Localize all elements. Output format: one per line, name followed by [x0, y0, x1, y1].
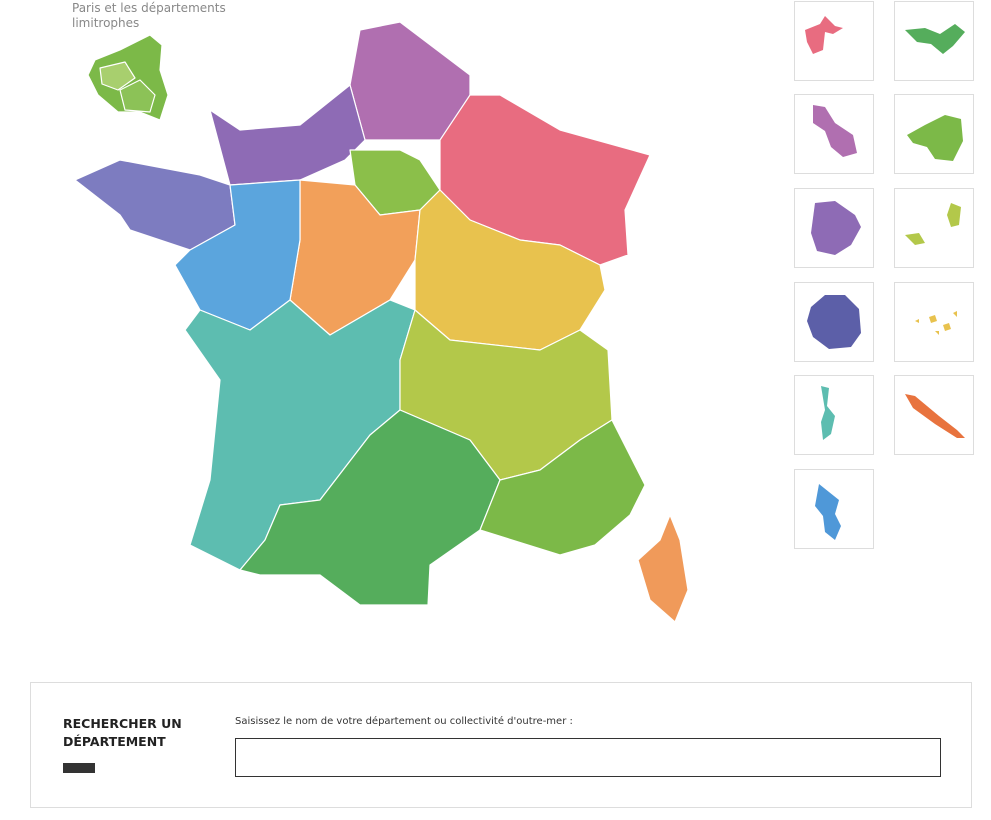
paris-inset[interactable] — [87, 34, 169, 121]
guyane-thumb[interactable] — [794, 188, 874, 268]
nouvelle-caledonie-thumb[interactable] — [894, 375, 974, 455]
territory-shape — [905, 394, 965, 438]
martinique-thumb[interactable] — [794, 94, 874, 174]
guadeloupe-thumb[interactable] — [794, 1, 874, 81]
territory-shape — [907, 115, 963, 161]
search-panel: RECHERCHER UN DÉPARTEMENT Saisissez le n… — [30, 682, 972, 808]
territory-shape — [821, 386, 835, 440]
territory-shape — [815, 484, 841, 540]
territory-shape — [811, 201, 861, 255]
territory-shape — [905, 24, 965, 54]
polynesie-thumb[interactable] — [894, 282, 974, 362]
mayotte-thumb[interactable] — [794, 375, 874, 455]
paris-inset-label: Paris et les départements limitrophes — [72, 1, 226, 30]
search-title: RECHERCHER UN DÉPARTEMENT — [63, 716, 182, 749]
territory-shape — [805, 16, 843, 54]
territory-shape — [807, 295, 861, 349]
territory-shape — [915, 311, 957, 335]
saint-pierre-thumb[interactable] — [894, 188, 974, 268]
saint-barthelemy-thumb[interactable] — [894, 94, 974, 174]
regions[interactable] — [74, 21, 689, 623]
wallis-thumb[interactable] — [794, 469, 874, 549]
reunion-thumb[interactable] — [794, 282, 874, 362]
search-prompt: Saisissez le nom de votre département ou… — [235, 716, 573, 727]
title-underline — [63, 763, 95, 773]
territory-shape — [813, 105, 857, 157]
search-input[interactable] — [235, 738, 941, 777]
saint-martin-thumb[interactable] — [894, 1, 974, 81]
territory-shape — [905, 203, 961, 245]
france-map — [74, 21, 689, 623]
